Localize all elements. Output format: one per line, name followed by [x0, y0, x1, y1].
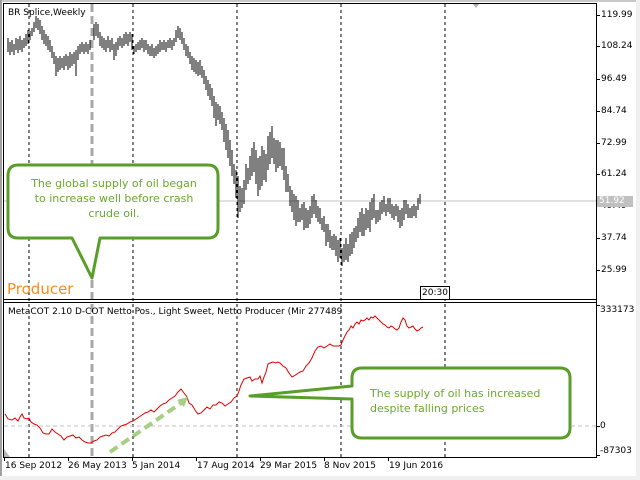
callout-bottom-line: despite falling prices	[370, 402, 485, 415]
date-axis-label: 19 Jun 2016	[389, 461, 444, 471]
window-top-edge	[0, 0, 640, 2]
window-right-edge	[636, 0, 640, 480]
chart-title: BR Splice,Weekly	[8, 8, 86, 18]
trend-arrow-dashed	[108, 397, 188, 454]
callout-top-line: The global supply of oil began	[31, 177, 197, 190]
callout-bottom-shape	[248, 366, 572, 440]
date-axis-label: 16 Sep 2012	[5, 461, 63, 471]
callout-top-shape	[6, 163, 220, 280]
axis-tick	[597, 238, 600, 239]
current-price-marker: 51.92	[597, 196, 633, 207]
indicator-line	[4, 315, 424, 444]
price-bars	[7, 16, 421, 266]
callout-bottom-line: The supply of oil has increased	[370, 387, 541, 400]
price-axis-line	[596, 3, 597, 458]
price-axis-label: 25.99	[601, 265, 627, 275]
price-axis-label: 119.99	[601, 10, 633, 20]
axis-tick	[388, 457, 389, 461]
axis-tick	[68, 457, 69, 461]
plot-left-border	[3, 3, 4, 458]
price-axis-label: 84.74	[601, 106, 627, 116]
price-axis-label: 37.74	[601, 233, 627, 243]
plot-bottom-border	[3, 457, 597, 458]
producer-label: Producer	[7, 280, 74, 298]
plot-top-border	[3, 3, 597, 4]
date-axis-label: 26 May 2013	[68, 461, 127, 471]
axis-tick	[324, 457, 325, 461]
chart-shift-marker	[472, 3, 480, 8]
price-axis-label: 96.49	[601, 74, 627, 84]
axis-tick	[597, 143, 600, 144]
window-left-edge	[0, 0, 2, 480]
axis-tick	[597, 174, 600, 175]
price-axis-label: 108.24	[601, 41, 633, 51]
pane-separator-top[interactable]	[3, 299, 597, 300]
axis-tick	[260, 457, 261, 461]
callout-top-text: The global supply of oil began to increa…	[14, 176, 214, 221]
axis-tick	[597, 270, 600, 271]
callout-top-line: to increase well before crash	[34, 192, 194, 205]
callout-bottom-text: The supply of oil has increased despite …	[370, 386, 560, 416]
scroll-corner-marker	[4, 449, 10, 457]
axis-tick	[597, 15, 600, 16]
axis-tick	[196, 457, 197, 461]
date-axis-label: 29 Mar 2015	[260, 461, 318, 471]
axis-tick	[597, 455, 600, 456]
axis-tick	[4, 457, 5, 461]
indicator-title: MetaCOT 2.10 D-COT Netto Pos., Light Swe…	[8, 307, 343, 317]
date-axis-label: 17 Aug 2014	[197, 461, 255, 471]
indicator-axis-label: -87303	[600, 446, 632, 456]
axis-tick	[597, 426, 600, 427]
date-axis-label: 5 Jan 2014	[132, 461, 181, 471]
axis-tick	[597, 111, 600, 112]
indicator-axis-label: 333173	[600, 305, 635, 315]
pane-separator-bottom[interactable]	[3, 302, 597, 303]
window-bottom-edge	[0, 476, 640, 480]
date-axis-label: 8 Nov 2015	[324, 461, 376, 471]
price-axis-label: 61.24	[601, 169, 627, 179]
indicator-axis-label: 0	[600, 421, 606, 431]
axis-tick	[132, 457, 133, 461]
axis-tick	[597, 79, 600, 80]
axis-tick	[597, 305, 600, 306]
axis-tick	[597, 46, 600, 47]
bar-time-label: 20:30	[420, 286, 450, 300]
price-axis-label: 72.99	[601, 138, 627, 148]
callout-top-line: crude oil.	[88, 207, 140, 220]
